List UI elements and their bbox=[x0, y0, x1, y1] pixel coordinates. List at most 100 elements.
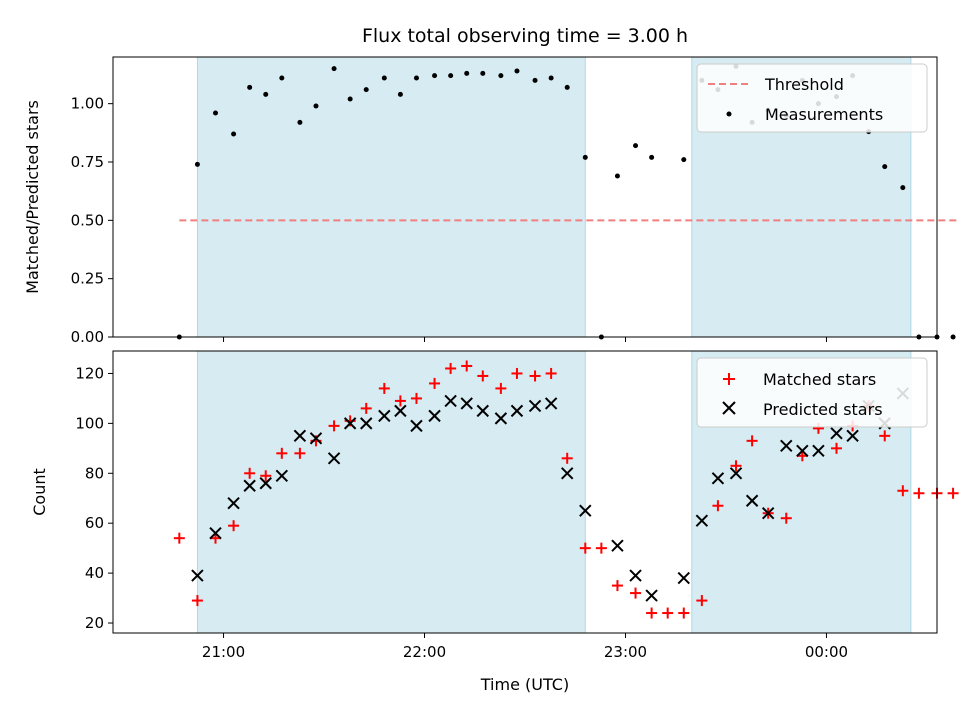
y-tick-label: 0.25 bbox=[71, 270, 104, 288]
measurement-point bbox=[331, 66, 337, 72]
predicted-star-marker bbox=[191, 569, 204, 582]
predicted-star-marker bbox=[544, 397, 558, 410]
matched-star-marker bbox=[461, 360, 473, 372]
matched-star-marker bbox=[611, 580, 623, 592]
measurement-point bbox=[381, 75, 387, 81]
matched-star-marker bbox=[191, 595, 203, 607]
matched-star-marker bbox=[378, 382, 390, 394]
top-panel: 0.00 0.25 0.50 0.75 1.00 Matched/Predicted s… bbox=[23, 56, 960, 346]
measurement-point bbox=[681, 157, 687, 163]
top-legend-box bbox=[696, 63, 928, 133]
predicted-star-marker bbox=[629, 569, 642, 582]
matched-star-marker bbox=[879, 430, 891, 442]
measurement-point bbox=[480, 70, 486, 76]
y-tick-label: 60 bbox=[85, 514, 104, 532]
matched-star-marker bbox=[529, 370, 541, 382]
matched-star-marker bbox=[913, 487, 925, 499]
predicted-star-marker bbox=[711, 472, 725, 485]
matched-star-marker bbox=[662, 607, 674, 619]
bottom-y-axis-label: Count bbox=[30, 468, 49, 516]
y-tick-label: 40 bbox=[85, 564, 104, 582]
matched-star-marker bbox=[328, 420, 340, 432]
predicted-star-marker bbox=[812, 444, 825, 458]
predicted-star-markers bbox=[191, 387, 910, 602]
measurement-point bbox=[514, 68, 520, 74]
predicted-star-marker bbox=[428, 409, 441, 423]
predicted-star-marker bbox=[444, 394, 457, 408]
y-tick-label: 0.75 bbox=[71, 153, 104, 171]
measurement-point bbox=[548, 75, 554, 81]
predicted-star-marker bbox=[796, 444, 809, 458]
y-tick-label: 120 bbox=[75, 364, 104, 382]
measurement-point bbox=[297, 119, 303, 125]
matched-star-marker bbox=[646, 607, 658, 619]
predicted-star-marker bbox=[327, 452, 341, 465]
legend-matched-swatch bbox=[723, 373, 735, 385]
top-panel-frame bbox=[112, 56, 938, 338]
measurement-point bbox=[397, 91, 403, 97]
shaded-span bbox=[196, 56, 586, 338]
predicted-star-marker bbox=[830, 427, 843, 440]
y-tick-label: 0.50 bbox=[71, 211, 104, 229]
measurement-point bbox=[247, 84, 253, 90]
measurement-point bbox=[532, 77, 538, 83]
predicted-star-marker bbox=[360, 417, 373, 430]
predicted-star-marker bbox=[460, 397, 473, 410]
legend-predicted-label: Predicted stars bbox=[763, 400, 883, 419]
legend-threshold-label: Threshold bbox=[764, 75, 844, 94]
matched-star-marker bbox=[545, 367, 557, 379]
predicted-star-marker bbox=[677, 571, 690, 585]
predicted-star-marker bbox=[476, 404, 490, 418]
predicted-star-marker bbox=[560, 467, 574, 480]
legend-predicted-swatch bbox=[722, 401, 736, 415]
measurement-point bbox=[464, 70, 470, 76]
measurement-point bbox=[363, 87, 369, 93]
predicted-star-marker bbox=[243, 479, 256, 492]
predicted-star-marker bbox=[761, 507, 775, 520]
predicted-star-marker bbox=[293, 429, 307, 443]
y-tick-label: 20 bbox=[85, 614, 104, 632]
bottom-legend-box bbox=[696, 357, 928, 428]
matched-star-marker bbox=[260, 470, 272, 482]
matched-star-marker bbox=[294, 447, 306, 459]
measurement-point bbox=[413, 75, 419, 81]
measurement-point bbox=[950, 334, 956, 340]
predicted-star-marker bbox=[729, 467, 743, 480]
measurement-point bbox=[231, 131, 237, 137]
legend-matched-label: Matched stars bbox=[763, 370, 876, 389]
matched-star-marker bbox=[897, 485, 909, 497]
predicted-star-marker bbox=[745, 494, 759, 507]
y-tick-label: 100 bbox=[75, 414, 104, 432]
matched-star-marker bbox=[831, 442, 843, 454]
predicted-star-marker bbox=[309, 432, 323, 445]
x-tick-label: 22:00 bbox=[403, 643, 446, 661]
matched-star-marker bbox=[477, 370, 489, 382]
top-y-axis-label: Matched/Predicted stars bbox=[23, 100, 42, 294]
matched-star-marker bbox=[712, 500, 724, 512]
legend-measurements-label: Measurements bbox=[765, 105, 883, 124]
measurement-point bbox=[313, 103, 319, 109]
x-tick-label: 00:00 bbox=[805, 643, 848, 661]
measurement-point bbox=[900, 185, 906, 191]
matched-star-marker bbox=[445, 362, 457, 374]
y-tick-label: 80 bbox=[85, 464, 104, 482]
matched-star-marker bbox=[561, 452, 573, 464]
top-y-ticks: 0.00 0.25 0.50 0.75 1.00 bbox=[71, 95, 113, 346]
matched-star-marker bbox=[678, 607, 690, 619]
top-legend: Threshold Measurements bbox=[696, 63, 928, 133]
bottom-panel: 20 40 60 80 100 120 21:0022:0023:0000:0001:00… bbox=[30, 350, 959, 694]
measurement-point bbox=[432, 73, 438, 79]
predicted-star-marker bbox=[410, 419, 423, 433]
matched-star-marker bbox=[228, 520, 240, 532]
matched-star-marker bbox=[595, 542, 607, 554]
predicted-star-marker bbox=[645, 589, 658, 602]
measurement-point bbox=[194, 161, 200, 167]
measurement-point bbox=[582, 154, 588, 160]
predicted-star-marker bbox=[394, 404, 407, 418]
predicted-star-marker bbox=[510, 404, 524, 418]
predicted-star-marker bbox=[343, 417, 357, 430]
measurement-point bbox=[212, 110, 218, 116]
measurement-point bbox=[498, 73, 504, 79]
